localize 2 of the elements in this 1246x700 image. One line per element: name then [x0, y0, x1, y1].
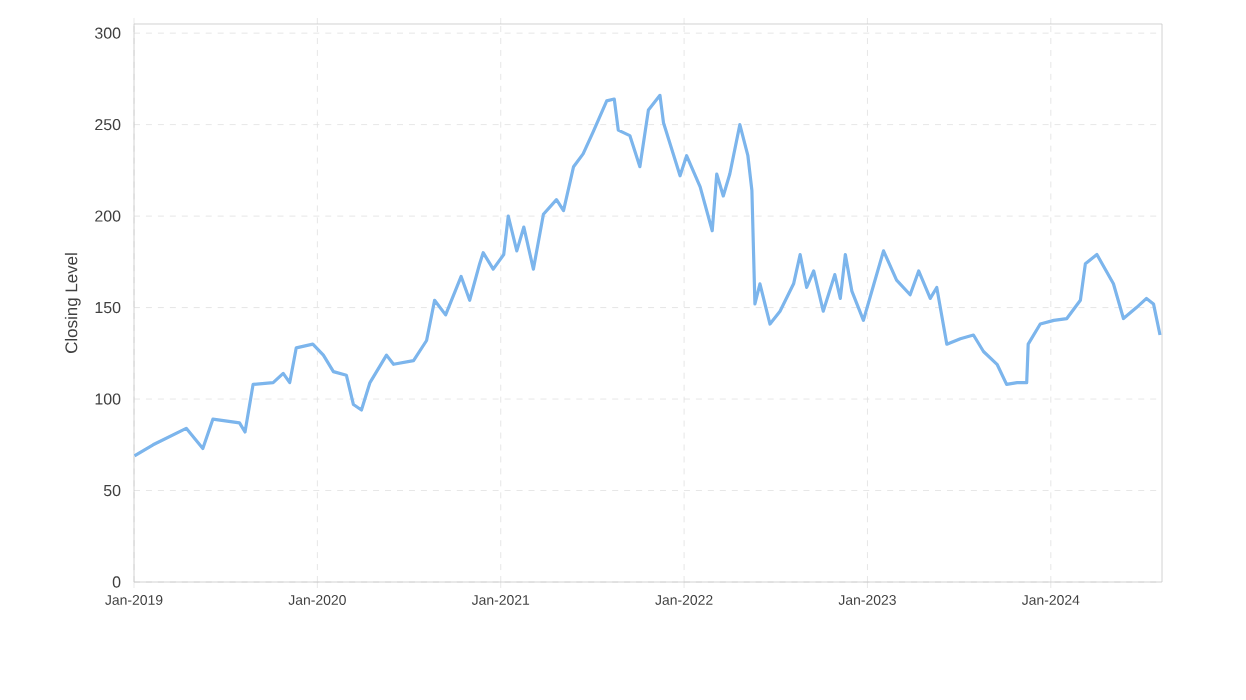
line-series: [134, 93, 1162, 458]
y-axis-title: Closing Level: [64, 253, 81, 353]
